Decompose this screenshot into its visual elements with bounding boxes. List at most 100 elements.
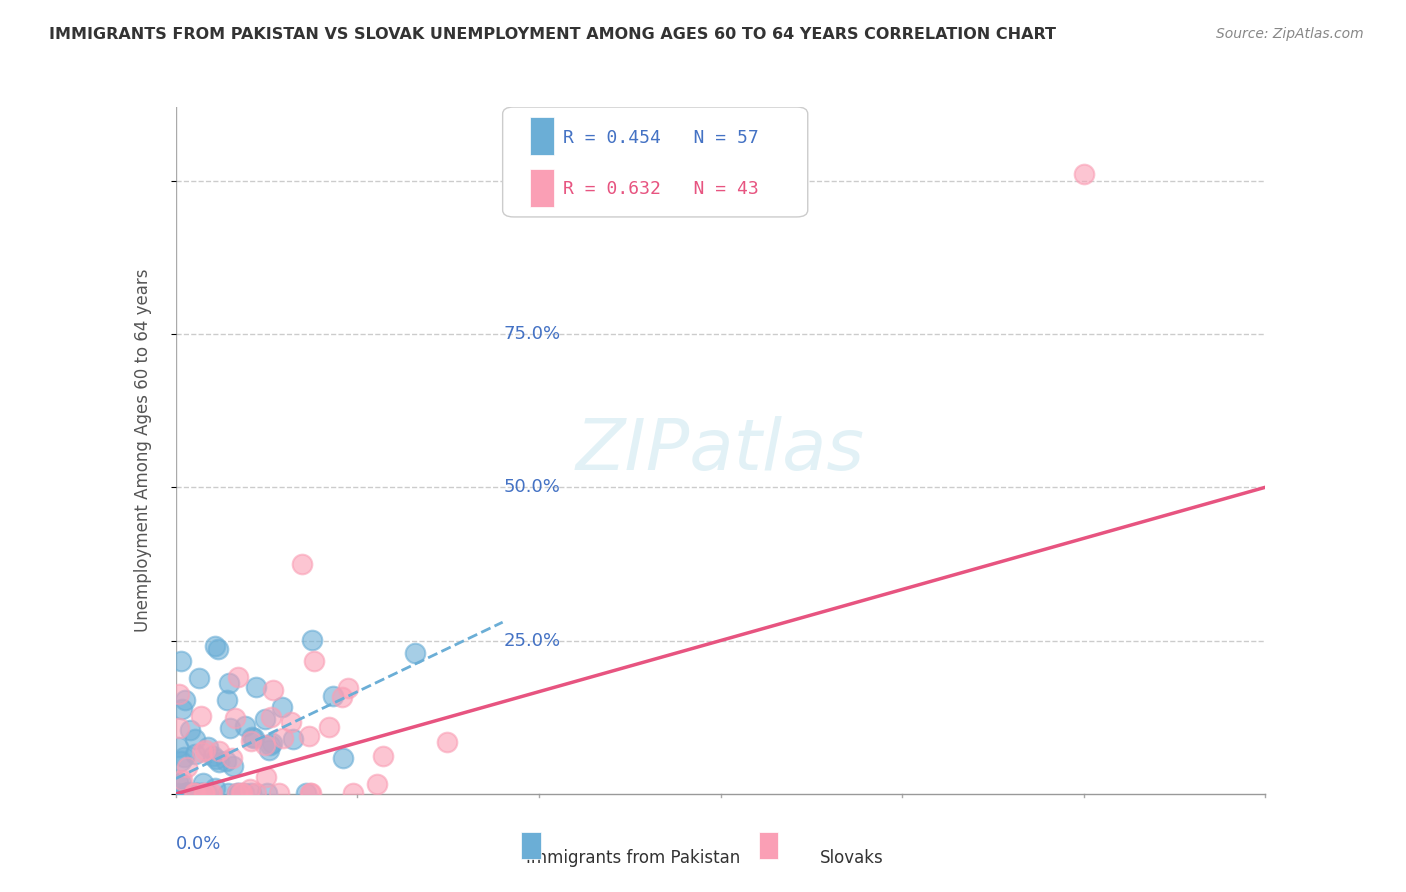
- Point: [254, 770, 277, 784]
- Text: 75.0%: 75.0%: [503, 325, 561, 343]
- Point: [229, 786, 252, 800]
- Point: [436, 735, 458, 749]
- Point: [170, 754, 193, 768]
- Point: [202, 749, 225, 764]
- Point: [174, 786, 197, 800]
- Point: [371, 749, 394, 764]
- Point: [337, 681, 360, 695]
- Text: 50.0%: 50.0%: [503, 478, 561, 496]
- Point: [170, 776, 193, 790]
- Point: [228, 786, 250, 800]
- Point: [270, 699, 292, 714]
- Point: [217, 693, 239, 707]
- Point: [225, 786, 247, 800]
- Point: [330, 690, 353, 704]
- Point: [260, 709, 283, 723]
- Point: [193, 786, 215, 800]
- Point: [299, 786, 322, 800]
- Point: [366, 777, 388, 791]
- Point: [271, 731, 294, 745]
- Point: [204, 781, 226, 796]
- Point: [184, 731, 207, 746]
- FancyBboxPatch shape: [530, 169, 554, 207]
- Point: [208, 755, 231, 769]
- Point: [291, 557, 314, 571]
- Point: [342, 786, 364, 800]
- Point: [193, 786, 215, 800]
- Point: [167, 740, 190, 755]
- Point: [204, 640, 226, 654]
- Point: [260, 736, 283, 750]
- Text: 100.0%: 100.0%: [503, 171, 572, 190]
- Point: [190, 786, 212, 800]
- Point: [191, 745, 214, 759]
- Point: [254, 738, 277, 752]
- Point: [186, 786, 208, 800]
- Point: [215, 754, 238, 768]
- Point: [245, 786, 267, 800]
- Point: [208, 744, 231, 758]
- Point: [201, 786, 224, 800]
- Point: [217, 786, 239, 800]
- Point: [332, 750, 354, 764]
- Point: [281, 732, 304, 747]
- Point: [235, 719, 257, 733]
- Point: [198, 786, 221, 800]
- FancyBboxPatch shape: [759, 831, 779, 859]
- Point: [194, 743, 217, 757]
- Text: R = 0.454   N = 57: R = 0.454 N = 57: [562, 129, 758, 147]
- Point: [295, 786, 318, 800]
- Point: [191, 776, 214, 790]
- Text: Slovaks: Slovaks: [820, 849, 883, 867]
- Point: [205, 752, 228, 766]
- Point: [240, 730, 263, 744]
- Point: [267, 786, 290, 800]
- Point: [188, 671, 211, 685]
- Point: [1073, 168, 1095, 182]
- Text: ZIPatlas: ZIPatlas: [576, 416, 865, 485]
- Point: [207, 642, 229, 657]
- Point: [221, 751, 243, 765]
- Point: [240, 786, 263, 800]
- Point: [190, 709, 212, 723]
- Point: [239, 781, 262, 796]
- Point: [226, 786, 249, 800]
- Point: [298, 786, 321, 800]
- Point: [166, 775, 188, 789]
- Point: [239, 734, 262, 748]
- Point: [298, 729, 321, 743]
- Point: [224, 710, 246, 724]
- Point: [259, 738, 281, 752]
- Point: [167, 722, 190, 736]
- FancyBboxPatch shape: [522, 831, 541, 859]
- Point: [280, 715, 302, 730]
- Point: [228, 670, 250, 684]
- Point: [177, 784, 200, 798]
- Point: [170, 654, 193, 668]
- Point: [167, 687, 190, 701]
- Point: [197, 740, 219, 755]
- Point: [191, 786, 214, 800]
- Point: [179, 723, 201, 738]
- Text: R = 0.632   N = 43: R = 0.632 N = 43: [562, 180, 758, 198]
- Text: 0.0%: 0.0%: [176, 835, 221, 853]
- Point: [257, 742, 280, 756]
- Point: [172, 701, 194, 715]
- Point: [404, 646, 426, 660]
- Point: [233, 786, 256, 800]
- Text: Source: ZipAtlas.com: Source: ZipAtlas.com: [1216, 27, 1364, 41]
- FancyBboxPatch shape: [530, 118, 554, 155]
- Point: [218, 676, 240, 690]
- Point: [262, 683, 284, 698]
- Point: [174, 786, 197, 800]
- Y-axis label: Unemployment Among Ages 60 to 64 years: Unemployment Among Ages 60 to 64 years: [134, 268, 152, 632]
- Point: [177, 786, 200, 800]
- Point: [242, 731, 264, 746]
- Point: [304, 654, 326, 668]
- Point: [184, 786, 207, 800]
- Point: [184, 786, 207, 800]
- Point: [322, 689, 344, 703]
- Point: [186, 786, 208, 800]
- Point: [301, 633, 323, 648]
- Point: [256, 786, 278, 800]
